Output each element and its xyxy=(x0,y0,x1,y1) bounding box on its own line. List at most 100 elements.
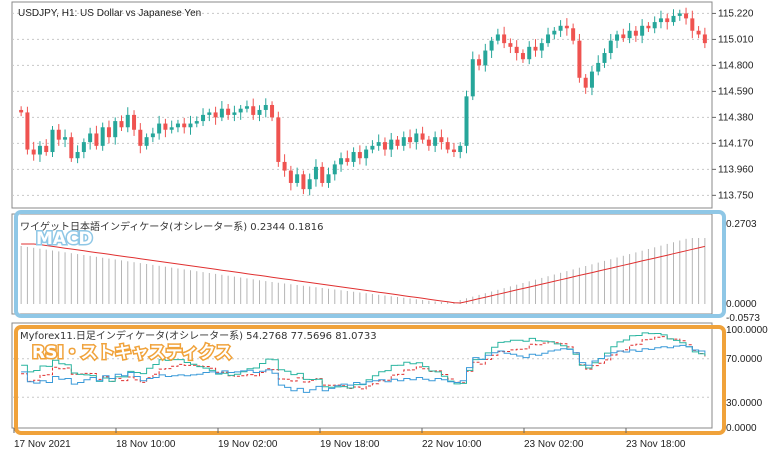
candle-body xyxy=(439,137,444,143)
candle-body xyxy=(489,40,494,51)
candle-body xyxy=(81,142,86,153)
rsi-axis: 100.0000 70.0000 30.0000 0.0000 xyxy=(726,325,768,434)
candle-body xyxy=(420,133,425,140)
candle-body xyxy=(558,25,563,31)
price-tick-label: 115.010 xyxy=(718,34,754,45)
candle-body xyxy=(339,158,344,165)
candles-group xyxy=(19,7,707,196)
candle-body xyxy=(633,30,638,36)
candle-body xyxy=(583,77,588,88)
candle-body xyxy=(470,59,475,97)
price-tick-label: 114.590 xyxy=(718,86,754,97)
candle-body xyxy=(326,174,331,183)
price-tick-label: 113.750 xyxy=(718,190,754,201)
candle-body xyxy=(307,179,312,190)
candle-body xyxy=(106,127,111,138)
macd-header: ワイゲット日本語インディケータ(オシレーター系) 0.2344 0.1816 xyxy=(20,220,323,233)
candle-body xyxy=(564,25,569,29)
candle-body xyxy=(627,30,632,39)
candle-body xyxy=(621,34,626,39)
rsi-header: Myforex11.日足インディケータ(オシレーター系) 54.2768 77.… xyxy=(20,329,377,342)
candle-body xyxy=(389,139,394,150)
candle-body xyxy=(370,145,375,150)
candle-body xyxy=(658,18,663,23)
candle-body xyxy=(357,152,362,159)
macd-axis-label: -0.0573 xyxy=(726,313,760,324)
candle-body xyxy=(527,46,532,60)
candle-body xyxy=(251,106,256,115)
candle-body xyxy=(345,158,350,162)
candle-body xyxy=(232,112,237,115)
candle-body xyxy=(207,112,212,115)
price-panel-frame xyxy=(11,1,713,209)
candle-body xyxy=(589,71,594,88)
candle-body xyxy=(100,127,105,146)
candle-body xyxy=(301,174,306,190)
candle-body xyxy=(401,137,406,146)
candle-body xyxy=(37,145,42,155)
candle-body xyxy=(88,133,93,143)
candle-body xyxy=(483,50,488,66)
candle-body xyxy=(320,166,325,183)
macd-axis-label: 0.0000 xyxy=(726,299,757,310)
candle-body xyxy=(451,149,456,153)
candle-body xyxy=(282,161,287,171)
rsi-axis-label: 70.0000 xyxy=(726,354,763,365)
rsi-axis-label: 100.0000 xyxy=(726,325,768,336)
candle-body xyxy=(502,34,507,44)
candle-body xyxy=(408,137,413,143)
candle-body xyxy=(602,53,607,63)
candle-body xyxy=(539,43,544,51)
rsi-callout-label: RSI・ストキャスティクス xyxy=(32,343,232,363)
candle-body xyxy=(276,117,281,162)
candle-body xyxy=(288,170,293,183)
candle-body xyxy=(263,105,268,110)
candle-body xyxy=(226,108,231,115)
macd-panel-frame xyxy=(11,213,713,315)
time-axis: 17 Nov 2021 18 Nov 10:00 19 Nov 02:00 19 No… xyxy=(13,428,686,450)
candle-body xyxy=(244,106,249,109)
candle-body xyxy=(25,112,30,150)
candle-body xyxy=(690,18,695,31)
candle-body xyxy=(414,133,419,143)
rsi-panel-frame xyxy=(11,322,713,429)
candle-body xyxy=(182,123,187,128)
candle-body xyxy=(552,30,557,35)
candle-body xyxy=(665,18,670,23)
candle-body xyxy=(514,46,519,54)
macd-callout-label: MACD xyxy=(36,229,93,249)
price-tick-label: 115.220 xyxy=(718,8,754,19)
price-axis: 115.220 115.010 114.800 114.590 114.380 114.1… xyxy=(712,8,754,201)
candle-body xyxy=(257,109,262,115)
candle-body xyxy=(295,174,300,183)
price-tick-label: 114.380 xyxy=(718,112,754,123)
candle-body xyxy=(332,164,337,175)
candle-body xyxy=(213,112,218,118)
time-tick-label: 19 Nov 02:00 xyxy=(218,439,278,450)
candle-body xyxy=(652,22,657,29)
candle-body xyxy=(696,30,701,35)
candle-body xyxy=(433,137,438,146)
candle-body xyxy=(69,137,74,159)
candle-body xyxy=(75,152,80,159)
candle-body xyxy=(169,127,174,130)
candle-body xyxy=(546,34,551,44)
candle-body xyxy=(640,25,645,36)
candle-body xyxy=(132,114,137,130)
macd-axis: 0.2703 0.0000 -0.0573 xyxy=(726,219,760,324)
macd-axis-label: 0.2703 xyxy=(726,219,757,230)
candle-body xyxy=(426,139,431,146)
candle-body xyxy=(382,142,387,150)
candle-body xyxy=(677,13,682,16)
candle-body xyxy=(520,53,525,60)
rsi-highlight-frame xyxy=(14,325,726,435)
candle-body xyxy=(163,123,168,130)
rsi-levels xyxy=(12,358,712,398)
price-tick-label: 114.170 xyxy=(718,138,754,149)
candle-body xyxy=(495,34,500,41)
candle-body xyxy=(44,145,49,153)
candle-body xyxy=(395,139,400,146)
candle-body xyxy=(175,123,180,128)
candle-body xyxy=(671,15,676,23)
